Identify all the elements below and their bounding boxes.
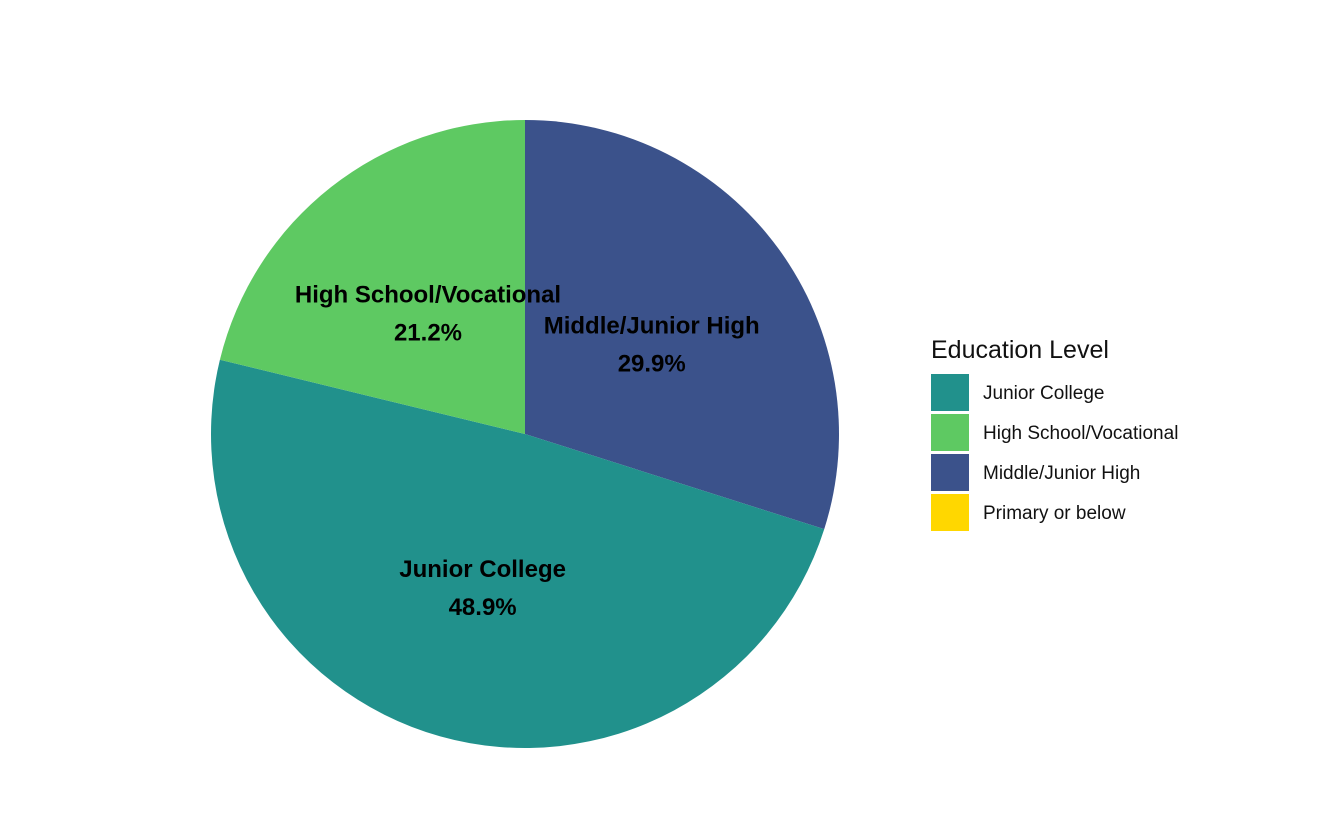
slice-name-label: Junior College <box>399 556 566 583</box>
slice-name-label: High School/Vocational <box>295 282 561 309</box>
legend-label-middle-junior-high: Middle/Junior High <box>983 463 1140 484</box>
legend: Education Level Junior College High Schoo… <box>931 336 1178 531</box>
legend-swatch-high-school-vocational <box>931 414 969 451</box>
legend-label-primary-or-below: Primary or below <box>983 503 1126 524</box>
legend-swatch-primary-or-below <box>931 494 969 531</box>
legend-title: Education Level <box>931 336 1109 364</box>
slice-labels: Middle/Junior High 29.9% Junior College 48.… <box>295 282 760 622</box>
pie-slices <box>211 120 840 748</box>
legend-items: Junior College High School/Vocational Midd… <box>931 374 1178 531</box>
slice-percent-label: 21.2% <box>394 320 462 347</box>
slice-junior-college <box>211 359 825 748</box>
slice-percent-label: 48.9% <box>449 594 517 621</box>
slice-middle-junior-high <box>525 120 840 530</box>
slice-name-label: Middle/Junior High <box>544 312 760 339</box>
legend-label-high-school-vocational: High School/Vocational <box>983 423 1178 444</box>
slice-high-school-vocational <box>219 120 525 434</box>
legend-label-junior-college: Junior College <box>983 383 1104 404</box>
legend-swatch-junior-college <box>931 374 969 411</box>
slice-percent-label: 29.9% <box>618 350 686 377</box>
legend-swatch-middle-junior-high <box>931 454 969 491</box>
